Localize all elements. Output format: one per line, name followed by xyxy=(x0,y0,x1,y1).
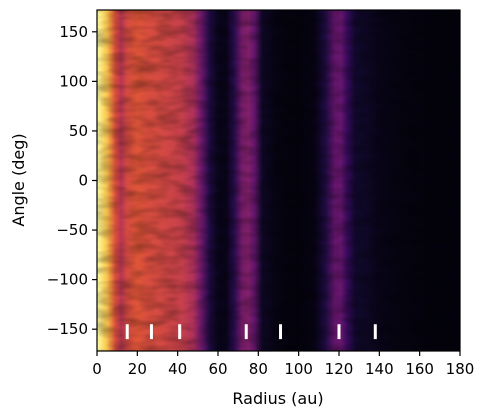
y-axis-label: Angle (deg) xyxy=(9,133,28,226)
x-tick-label: 180 xyxy=(446,360,475,378)
x-tick-label: 40 xyxy=(168,360,187,378)
x-tick-label: 140 xyxy=(365,360,394,378)
y-tick-label: −50 xyxy=(56,221,88,239)
x-tick-label: 160 xyxy=(405,360,434,378)
y-tick-label: −100 xyxy=(47,271,88,289)
x-tick-label: 80 xyxy=(249,360,268,378)
heatmap-noise xyxy=(97,10,460,351)
x-axis-label: Radius (au) xyxy=(232,389,323,408)
x-tick-label: 100 xyxy=(284,360,313,378)
gap-markers xyxy=(125,324,377,340)
y-axis: −150 −100 −50 0 50 100 150 xyxy=(47,23,97,338)
y-tick-label: −150 xyxy=(47,320,88,338)
y-tick-label: 100 xyxy=(59,72,88,90)
x-axis: 0 20 40 60 80 100 120 140 160 180 xyxy=(92,351,474,378)
y-tick-label: 150 xyxy=(59,23,88,41)
x-tick-label: 20 xyxy=(128,360,147,378)
x-tick-label: 0 xyxy=(92,360,102,378)
x-tick-label: 120 xyxy=(325,360,354,378)
x-tick-label: 60 xyxy=(208,360,227,378)
y-tick-label: 0 xyxy=(78,172,88,190)
y-tick-label: 50 xyxy=(69,122,88,140)
